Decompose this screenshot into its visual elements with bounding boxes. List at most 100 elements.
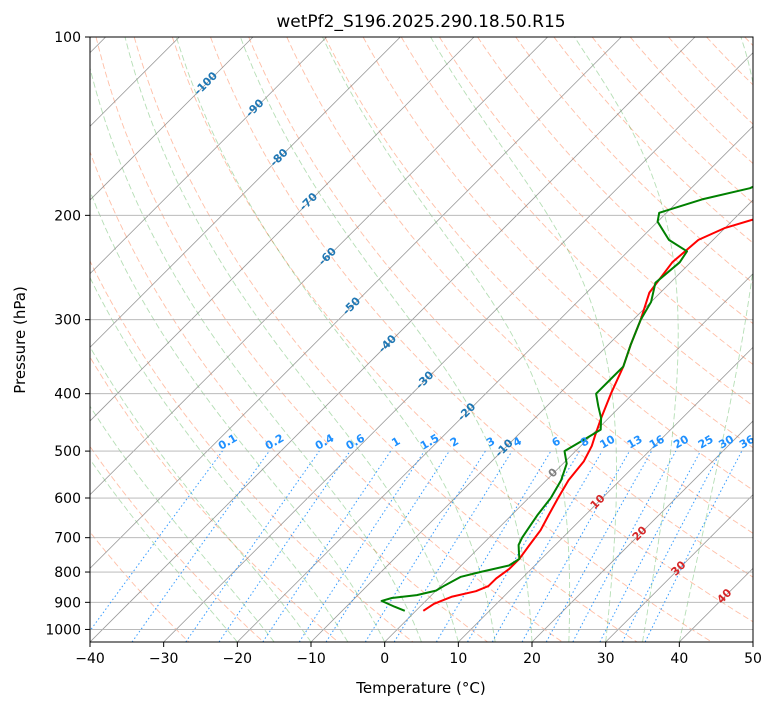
- moist-adiabat: [90, 345, 312, 642]
- dry-adiabat: [95, 37, 563, 642]
- plot-frame: [89, 36, 754, 643]
- moist-adiabat: [239, 37, 533, 642]
- dry-adiabat: [133, 37, 638, 642]
- dry-adiabat: [744, 37, 753, 47]
- y-tick-label: 300: [54, 313, 81, 329]
- x-tick-label: −30: [149, 651, 179, 667]
- y-tick-label: 100: [54, 30, 81, 46]
- moist-adiabat: [90, 405, 275, 642]
- moist-adiabat: [90, 458, 238, 642]
- isotherm-label: -40: [376, 332, 399, 355]
- y-tick-label: 700: [54, 531, 81, 547]
- y-tick-label: 900: [54, 595, 81, 611]
- mixing-ratio-line: [467, 450, 580, 642]
- x-tick-label: 20: [523, 651, 541, 667]
- isotherm-label: 10: [588, 492, 608, 512]
- mixing-ratio-line: [262, 450, 392, 642]
- mixing-ratio-line: [545, 450, 653, 642]
- x-tick-label: −40: [75, 651, 105, 667]
- isotherm-line: [531, 420, 753, 642]
- chart-title: wetPf2_S196.2025.290.18.50.R15: [276, 12, 565, 32]
- moist-adiabat: [90, 66, 422, 642]
- temperature-line: [422, 218, 753, 612]
- x-axis-label: Temperature (°C): [355, 679, 485, 697]
- mixing-ratio-label: 2: [448, 435, 461, 450]
- mixing-ratio-label: 36: [737, 432, 757, 451]
- mixing-ratio-line: [90, 450, 223, 632]
- dry-adiabat: [362, 37, 753, 449]
- mixing-ratio-label: 25: [696, 433, 716, 452]
- y-tick-label: 500: [54, 444, 81, 460]
- mixing-ratio-line: [325, 450, 450, 642]
- moist-adiabat: [322, 37, 571, 642]
- axes: −40 −30 −20 −10 0 10 20 30 40 5010020030040050060…: [45, 30, 762, 667]
- isotherm-line: [90, 37, 327, 275]
- isotherm-label: -30: [413, 368, 436, 391]
- isotherm-line: [163, 52, 753, 642]
- isotherm-line: [90, 37, 696, 642]
- isotherm-line: [310, 199, 753, 642]
- isotherm-line: [90, 37, 475, 422]
- y-tick-label: 800: [54, 565, 81, 581]
- isotherm-label: -20: [455, 400, 478, 423]
- mixing-ratio-line: [131, 450, 270, 642]
- y-tick-label: 200: [54, 208, 81, 224]
- dry-adiabat: [706, 37, 753, 86]
- mixing-ratio-line: [218, 450, 351, 642]
- dry-adiabat: [515, 37, 753, 284]
- x-tick-label: −10: [296, 651, 326, 667]
- mixing-ratio-label: 10: [598, 432, 618, 451]
- mixing-ratio-label: 1.5: [418, 432, 441, 453]
- moist-adiabat: [430, 37, 617, 642]
- moist-adiabat: [124, 37, 459, 642]
- isotherm-line: [752, 641, 753, 642]
- moist-adiabat: [90, 276, 349, 642]
- isotherm-line: [90, 37, 622, 569]
- isotherm-line: [679, 567, 753, 642]
- mixing-ratio-line: [185, 450, 320, 642]
- x-tick-label: −20: [223, 651, 253, 667]
- dewpoint-line: [380, 185, 753, 612]
- mixing-ratio-line: [393, 450, 513, 642]
- mixing-ratio-label: 20: [671, 432, 691, 451]
- dry-adiabat: [90, 259, 414, 642]
- isotherm-label: 30: [669, 558, 689, 578]
- y-tick-label: 600: [54, 491, 81, 507]
- moist-adiabat: [574, 37, 679, 642]
- dry-adiabat: [248, 37, 753, 578]
- y-axis-label: Pressure (hPa): [11, 286, 29, 394]
- mixing-ratio-line: [644, 450, 743, 642]
- isotherm-line: [237, 125, 753, 642]
- dry-adiabat: [286, 37, 753, 534]
- isotherm-line: [90, 37, 548, 496]
- mixing-ratio-line: [521, 450, 630, 642]
- dry-adiabat: [90, 445, 264, 642]
- dry-adiabat: [90, 150, 488, 642]
- isotherm-line: [384, 273, 753, 642]
- isotherm-label: -80: [267, 146, 290, 169]
- mixing-ratio-label: 30: [716, 432, 736, 451]
- isotherm-label: 40: [714, 586, 734, 606]
- moist-adiabat: [678, 37, 753, 642]
- dry-adiabat: [400, 37, 753, 407]
- isotherm-line: [90, 37, 401, 348]
- mixing-ratio-label: 16: [647, 432, 667, 451]
- x-tick-label: 10: [449, 651, 467, 667]
- dry-adiabat: [324, 37, 753, 491]
- x-tick-label: 40: [670, 651, 688, 667]
- isotherm-label: -60: [316, 245, 339, 268]
- dry-adiabat: [210, 37, 753, 623]
- x-tick-label: 50: [744, 651, 762, 667]
- moist-adiabat: [90, 190, 386, 642]
- isotherm-line: [605, 494, 753, 642]
- isotherm-label: 20: [630, 523, 650, 543]
- dry-adiabat: [90, 356, 339, 642]
- line-labels: 0.1 0.2 0.4 0.6 1 1.5 2 3 4 6 8 10 13 16 20 25 30 36-100-…: [191, 69, 757, 606]
- x-tick-label: 0: [380, 651, 389, 667]
- background-lines: [90, 37, 753, 642]
- dry-adiabat: [668, 37, 753, 125]
- isotherm-label: -70: [297, 190, 320, 213]
- mixing-ratio-line: [435, 450, 552, 642]
- isotherm-line: [458, 346, 753, 642]
- mixing-ratio-line: [572, 450, 677, 642]
